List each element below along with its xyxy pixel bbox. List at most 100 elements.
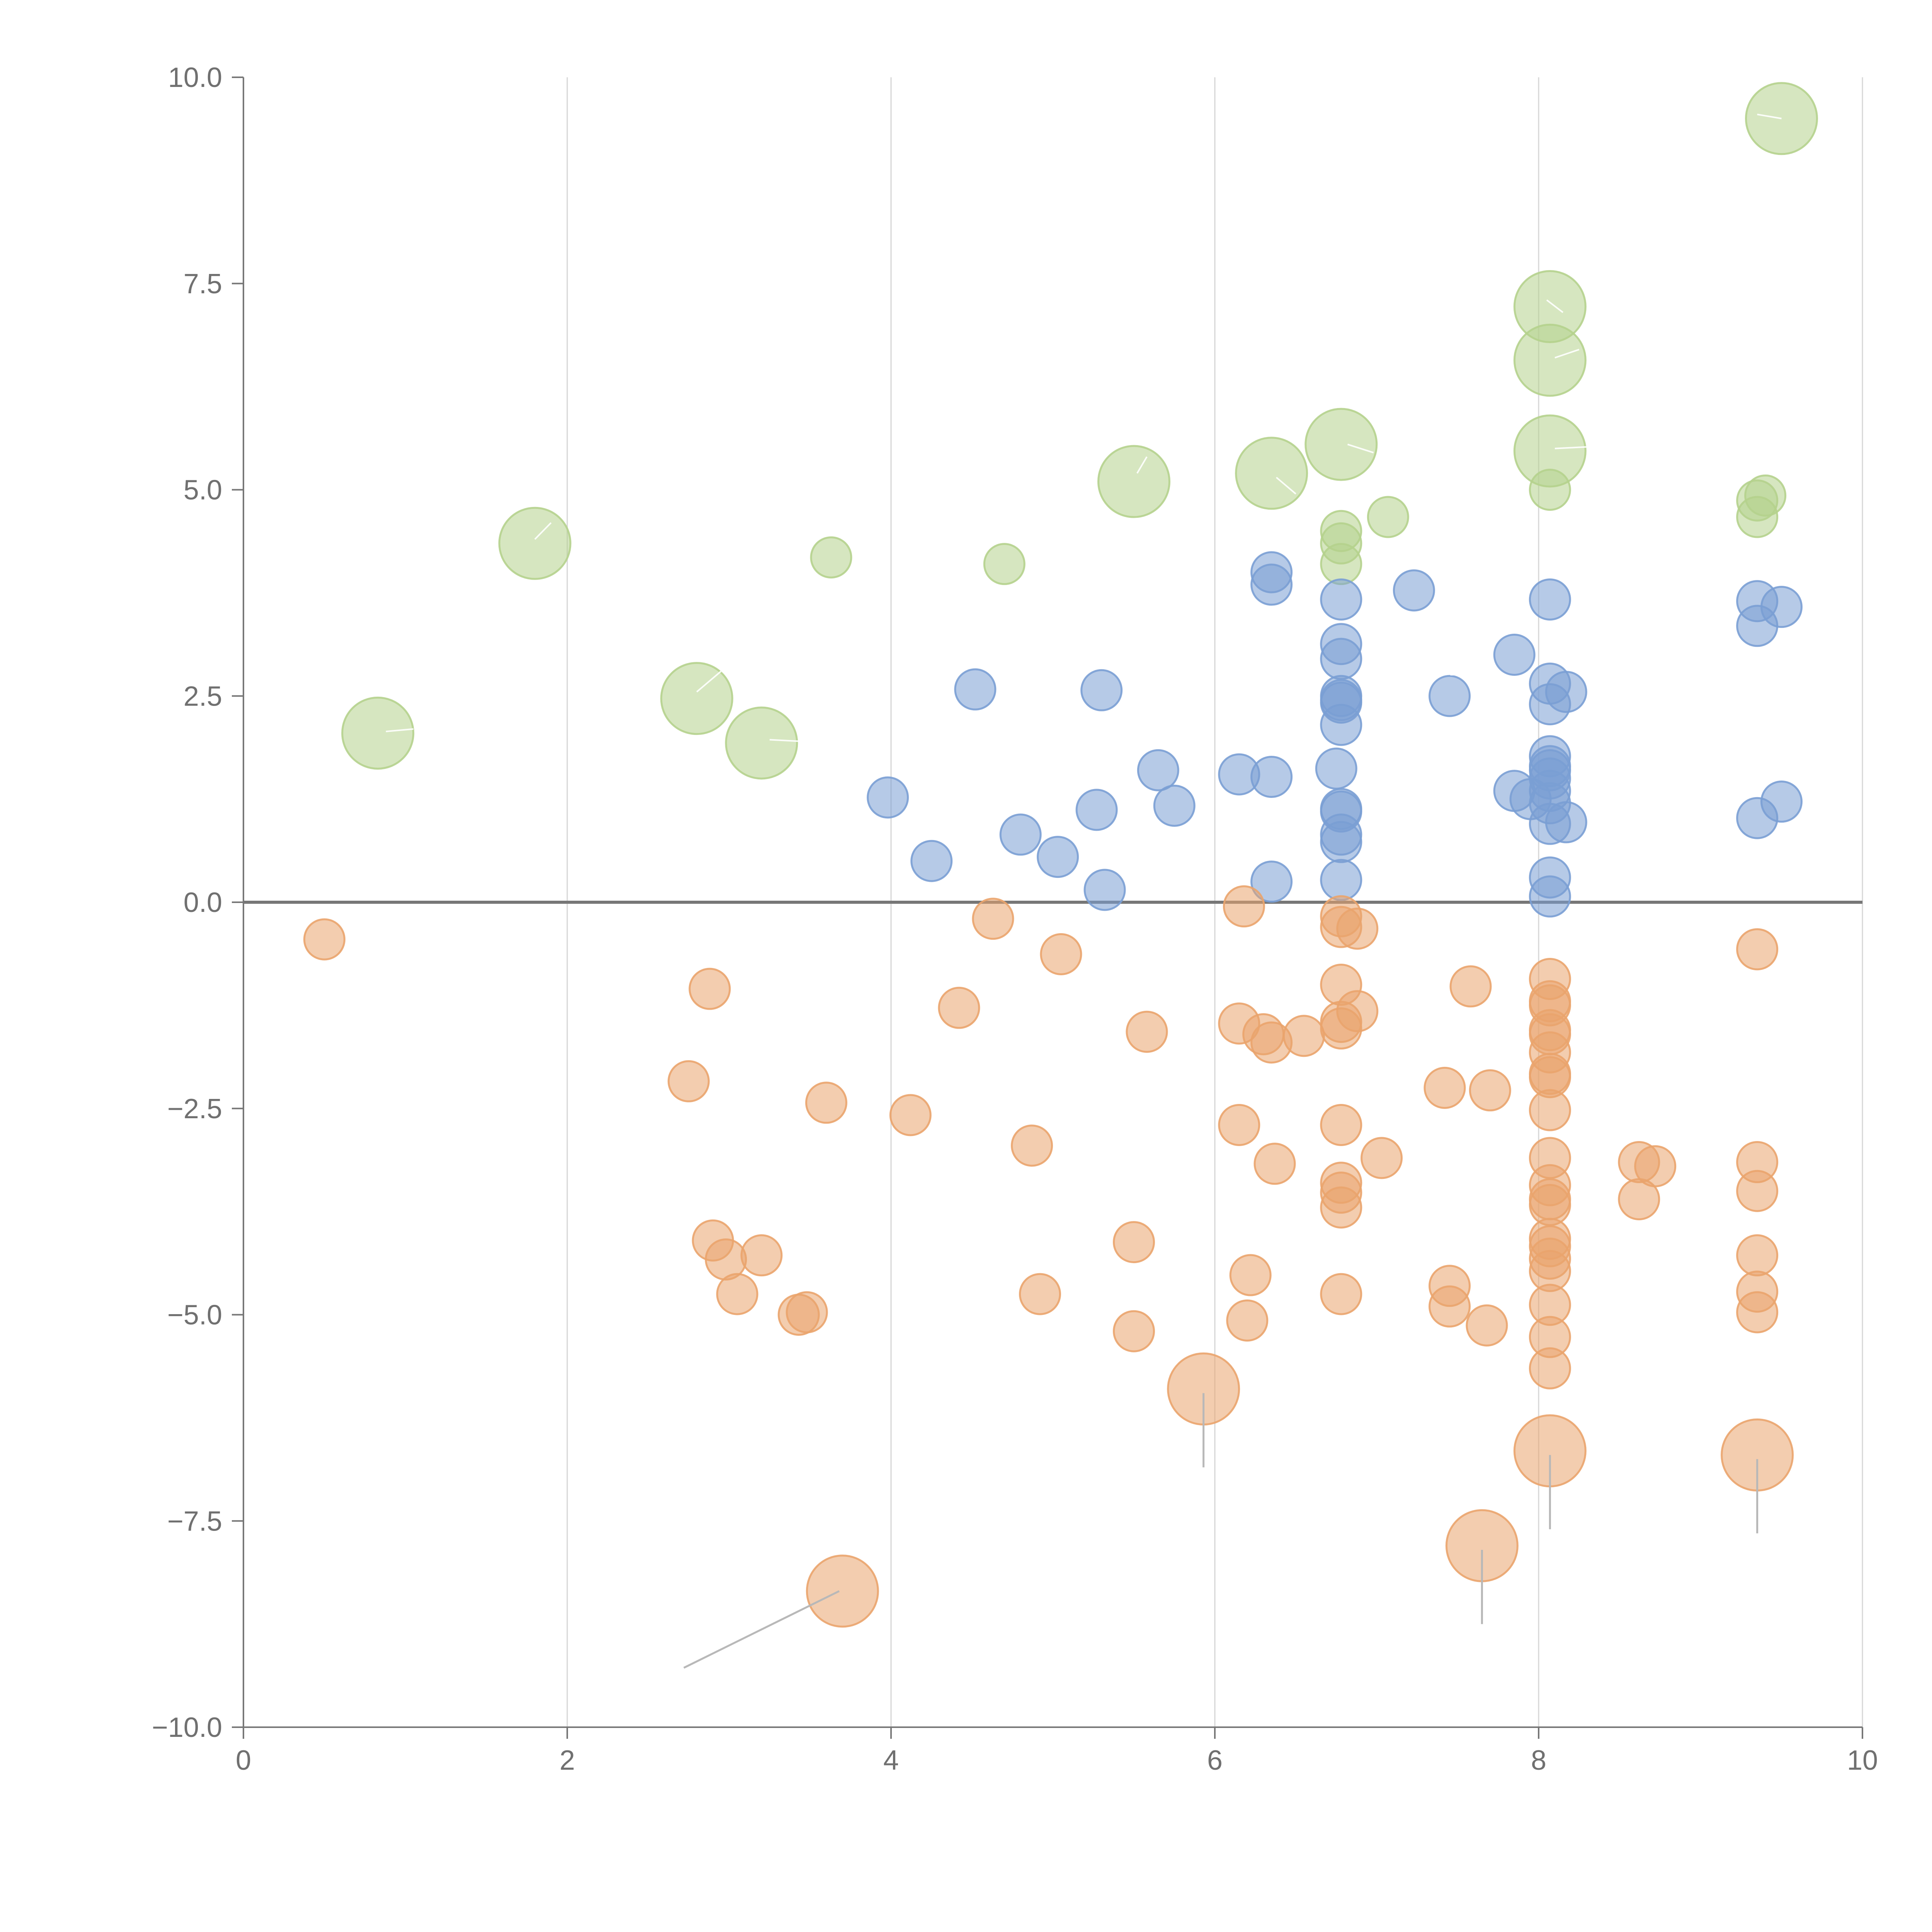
blue-point xyxy=(1429,675,1471,717)
orange-point xyxy=(889,1094,932,1136)
orange-point xyxy=(689,968,731,1010)
blue-point xyxy=(1075,789,1118,831)
orange-point xyxy=(1529,1089,1571,1131)
x-tick-label: 0 xyxy=(236,1745,251,1776)
orange-point xyxy=(1469,1069,1511,1112)
orange-point xyxy=(1113,1221,1155,1264)
blue-point xyxy=(1250,861,1293,903)
callout-line xyxy=(683,1590,840,1669)
blue-point xyxy=(1250,755,1293,798)
orange-point xyxy=(1011,1124,1053,1167)
axes xyxy=(232,77,1863,1739)
orange-point xyxy=(1320,1273,1362,1315)
green-point xyxy=(1513,323,1587,397)
green-point xyxy=(1529,469,1571,511)
orange-point xyxy=(740,1234,783,1277)
orange-point xyxy=(786,1291,828,1333)
blue-point xyxy=(910,840,953,882)
orange-point xyxy=(1040,933,1082,976)
bubble-inner-mark xyxy=(1136,456,1148,474)
orange-point xyxy=(1361,1137,1403,1179)
y-tick-label: 2.5 xyxy=(184,681,222,712)
x-tick-label: 10 xyxy=(1847,1745,1878,1776)
bubble-inner-mark xyxy=(1554,349,1580,359)
blue-point xyxy=(1760,586,1803,628)
blue-point xyxy=(1320,704,1362,746)
orange-point xyxy=(303,918,345,961)
orange-point xyxy=(1253,1143,1296,1185)
bubble-inner-mark xyxy=(534,522,552,540)
orange-point xyxy=(667,1060,710,1102)
orange-point xyxy=(1113,1310,1155,1352)
orange-point xyxy=(1336,907,1379,950)
tick-labels: −10.0 −7.5 −5.0 −2.5 0.0 2.5 5.0 7.5 10.0 0 2 4 6 8 10 xyxy=(152,62,1878,1776)
bubble-inner-mark xyxy=(1347,444,1374,454)
blue-point xyxy=(1545,801,1587,844)
y-tick-label: −2.5 xyxy=(167,1094,222,1124)
y-tick-label: −5.0 xyxy=(167,1300,222,1331)
green-point xyxy=(1097,445,1170,518)
blue-point xyxy=(1493,634,1536,676)
blue-point xyxy=(1320,638,1362,680)
green-point xyxy=(1744,474,1787,517)
orange-point xyxy=(1429,1285,1471,1328)
green-point xyxy=(810,536,852,579)
green-point xyxy=(341,696,415,770)
orange-point xyxy=(1336,990,1379,1032)
blue-point xyxy=(1760,781,1803,823)
bubble-inner-mark xyxy=(1276,476,1296,495)
green-point xyxy=(725,706,798,780)
green-point xyxy=(660,662,733,735)
x-tick-label: 6 xyxy=(1207,1745,1223,1776)
annotation-label: AL xyxy=(1450,652,1485,681)
orange-point xyxy=(1229,1254,1272,1296)
blue-point xyxy=(1529,875,1571,918)
blue-point xyxy=(1545,671,1587,713)
orange-point xyxy=(1449,965,1492,1008)
blue-point xyxy=(1393,569,1435,612)
orange-point xyxy=(1282,1015,1325,1057)
orange-point xyxy=(1218,1104,1260,1146)
blue-point xyxy=(1137,749,1179,791)
blue-point xyxy=(1250,563,1293,606)
orange-point xyxy=(1423,1066,1466,1109)
blue-point xyxy=(1037,836,1079,878)
y-tick-label: −7.5 xyxy=(167,1506,222,1537)
orange-point xyxy=(806,1554,879,1628)
green-point xyxy=(498,507,571,580)
bubble-inner-mark xyxy=(1757,114,1782,119)
bubble-inner-mark xyxy=(1546,299,1564,313)
x-tick-label: 8 xyxy=(1531,1745,1546,1776)
orange-point xyxy=(1126,1010,1168,1053)
orange-point xyxy=(1736,1234,1779,1277)
blue-point xyxy=(1320,578,1362,621)
orange-point xyxy=(716,1273,759,1315)
green-point xyxy=(1367,496,1409,538)
x-tick-label: 4 xyxy=(883,1745,899,1776)
green-point xyxy=(1235,437,1308,510)
orange-point xyxy=(938,986,980,1029)
bubble-inner-mark xyxy=(386,728,414,733)
y-tick-label: −10.0 xyxy=(152,1712,222,1743)
bubble-inner-mark xyxy=(1554,446,1587,449)
green-point xyxy=(1320,543,1362,585)
y-tick-label: 10.0 xyxy=(168,62,222,93)
blue-point xyxy=(1315,747,1357,790)
point-marks xyxy=(386,114,1782,742)
blue-point xyxy=(1529,578,1571,621)
orange-point xyxy=(1736,1170,1779,1212)
y-tick-label: 7.5 xyxy=(184,269,222,299)
green-point xyxy=(983,543,1026,585)
orange-point xyxy=(1320,1186,1362,1229)
orange-point xyxy=(1226,1299,1269,1342)
orange-point xyxy=(1320,1104,1362,1146)
orange-point xyxy=(1736,1291,1779,1333)
orange-point xyxy=(1736,928,1779,971)
orange-point xyxy=(1529,1347,1571,1389)
blue-point xyxy=(954,668,997,711)
orange-point xyxy=(1019,1273,1061,1315)
y-tick-label: 5.0 xyxy=(184,475,222,506)
blue-point xyxy=(1320,821,1362,863)
blue-point xyxy=(867,776,909,819)
